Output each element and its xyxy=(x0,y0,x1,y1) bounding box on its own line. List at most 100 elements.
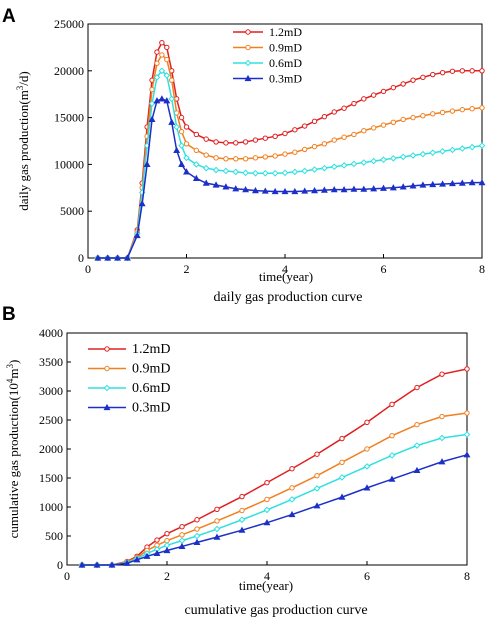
data-point xyxy=(468,143,476,151)
data-point xyxy=(202,164,210,172)
data-point xyxy=(202,179,210,186)
data-point xyxy=(213,139,219,145)
x-axis-a: 0 2 4 6 8 xyxy=(85,254,485,276)
data-point xyxy=(104,254,112,261)
legend-item: 0.6mD xyxy=(88,381,171,396)
data-point xyxy=(164,56,170,63)
y-tick-label: 5000 xyxy=(60,204,84,218)
data-point xyxy=(330,186,338,193)
data-point xyxy=(363,484,371,491)
y-axis-label-b-post: ) xyxy=(6,360,21,364)
legend-marker xyxy=(245,44,251,51)
data-point xyxy=(264,496,270,503)
y-tick-label: 4000 xyxy=(39,326,63,340)
data-point xyxy=(233,156,239,162)
data-point xyxy=(338,474,346,481)
data-point xyxy=(339,435,345,442)
data-point xyxy=(478,179,486,186)
data-point xyxy=(164,530,170,537)
data-point xyxy=(370,92,377,98)
data-point xyxy=(311,166,318,173)
data-point xyxy=(178,128,185,135)
data-point xyxy=(239,507,245,514)
data-point xyxy=(449,179,456,187)
x-tick-label: 8 xyxy=(464,569,470,583)
data-point xyxy=(252,186,259,194)
data-point xyxy=(400,116,406,123)
legend-item: 1.2mD xyxy=(88,342,171,357)
data-point xyxy=(163,97,171,104)
data-point xyxy=(340,186,348,193)
y-axis-label-b-sup2: 3 xyxy=(5,363,15,368)
data-point xyxy=(123,559,131,566)
data-point xyxy=(193,532,201,540)
series-0.3mD xyxy=(94,95,486,261)
legend-label: 0.3mD xyxy=(269,72,302,86)
y-axis-label-b-sup: 4 xyxy=(5,378,15,383)
y-axis-label-a: daily gas production(m3/d) xyxy=(15,71,31,211)
data-point xyxy=(363,463,371,470)
legend-marker xyxy=(104,346,110,352)
data-point xyxy=(311,186,318,194)
legend-b: 1.2mD 0.9mD 0.6mD 0.3mD xyxy=(88,342,171,416)
data-point xyxy=(302,123,308,129)
data-point xyxy=(193,161,200,168)
data-point xyxy=(478,142,486,149)
legend-label: 1.2mD xyxy=(132,342,171,357)
data-point xyxy=(463,431,471,438)
data-point xyxy=(164,44,170,51)
data-point xyxy=(479,68,485,74)
data-point xyxy=(288,496,296,503)
data-point xyxy=(158,95,166,102)
data-point xyxy=(341,105,347,111)
data-point xyxy=(301,167,309,175)
data-point xyxy=(153,74,161,81)
data-point xyxy=(464,366,470,372)
series-1.2mD xyxy=(79,366,470,568)
data-point xyxy=(289,466,295,472)
data-point xyxy=(339,459,345,466)
data-point xyxy=(94,254,102,261)
data-point xyxy=(449,146,456,154)
data-point xyxy=(212,181,220,188)
series-0.6mD xyxy=(94,67,486,262)
data-point xyxy=(163,546,171,554)
data-point xyxy=(311,118,318,125)
data-point xyxy=(192,174,200,182)
data-point xyxy=(281,187,289,195)
data-point xyxy=(163,72,171,79)
data-point xyxy=(399,153,407,161)
x-tick-label: 4 xyxy=(264,569,270,583)
data-point xyxy=(380,156,387,164)
data-point xyxy=(409,182,417,189)
series-line xyxy=(97,69,483,259)
y-tick-label: 15000 xyxy=(54,111,84,125)
data-point xyxy=(414,384,420,391)
data-point xyxy=(214,506,220,513)
data-point xyxy=(390,119,397,125)
x-tick-label: 4 xyxy=(282,262,288,276)
data-point xyxy=(203,136,209,142)
data-point xyxy=(360,185,368,192)
data-point xyxy=(302,146,308,153)
data-point xyxy=(178,160,186,167)
data-point xyxy=(178,114,185,121)
series-line xyxy=(82,454,468,566)
data-point xyxy=(263,519,271,526)
data-point xyxy=(458,145,466,152)
x-tick-label: 8 xyxy=(479,262,485,276)
y-tick-label: 1500 xyxy=(39,471,63,485)
data-point xyxy=(178,542,186,550)
data-point xyxy=(338,493,346,500)
x-tick-label: 6 xyxy=(381,262,387,276)
data-point xyxy=(179,532,185,538)
data-point xyxy=(361,96,367,102)
data-point xyxy=(233,140,239,146)
data-point xyxy=(320,186,328,193)
data-point xyxy=(420,74,426,81)
data-point xyxy=(350,160,358,168)
y-axis-label-a-post: /d) xyxy=(16,71,31,85)
data-point xyxy=(341,134,347,140)
legend-marker xyxy=(103,384,111,392)
